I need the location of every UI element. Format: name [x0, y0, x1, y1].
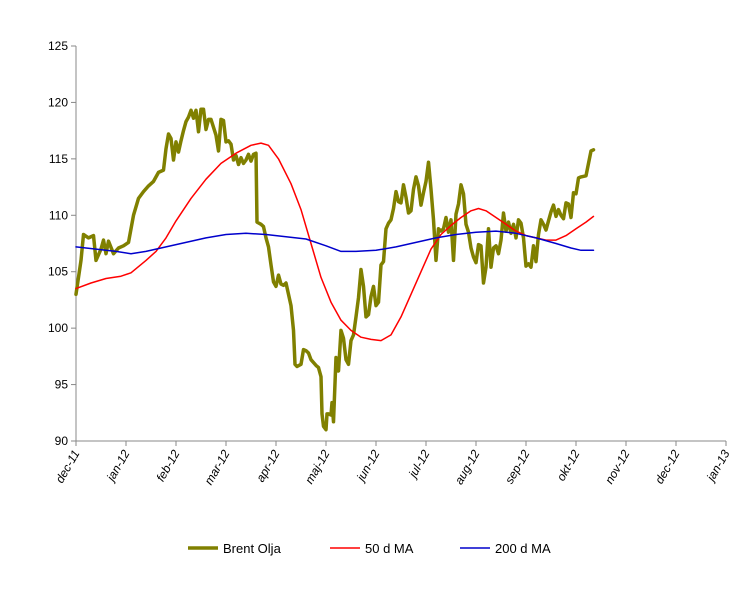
y-tick-label: 100: [48, 321, 68, 335]
x-tick-label: dec-12: [652, 447, 683, 486]
series-layer: [74, 107, 596, 432]
x-tick-label: jan-12: [103, 447, 133, 485]
x-tick-label: sep-12: [502, 447, 533, 486]
series-line-50-d-ma: [75, 142, 595, 342]
x-tick-label: aug-12: [452, 447, 483, 487]
y-tick-label: 125: [48, 39, 68, 53]
x-tick-label: okt-12: [554, 447, 583, 483]
x-tick-label: feb-12: [153, 447, 182, 484]
y-tick-label: 115: [49, 152, 68, 166]
series-line-200-d-ma: [75, 230, 595, 255]
y-tick-label: 90: [55, 434, 69, 448]
legend-label: 200 d MA: [495, 541, 551, 556]
legend-label: Brent Olja: [223, 541, 282, 556]
x-tick-label: nov-12: [602, 447, 633, 486]
x-tick-label: mar-12: [202, 447, 233, 487]
y-tick-label: 120: [48, 95, 68, 109]
axes: 90 95 100 105 110 115 120 125 dec-11 jan-12 feb-12…: [48, 39, 733, 487]
y-tick-label: 110: [49, 208, 68, 222]
x-tick-label: maj-12: [302, 447, 333, 486]
y-tick-label: 95: [55, 378, 69, 392]
legend: Brent Olja 50 d MA 200 d MA: [188, 541, 551, 556]
x-tick-label: jun-12: [353, 447, 383, 485]
series-line-brent-olja: [74, 107, 596, 432]
x-tick-label: jan-13: [703, 447, 733, 485]
x-tick-label: dec-11: [53, 448, 83, 486]
x-tick-label: jul-12: [405, 447, 433, 481]
y-tick-label: 105: [48, 265, 68, 279]
legend-label: 50 d MA: [365, 541, 414, 556]
x-tick-label: apr-12: [253, 447, 283, 484]
